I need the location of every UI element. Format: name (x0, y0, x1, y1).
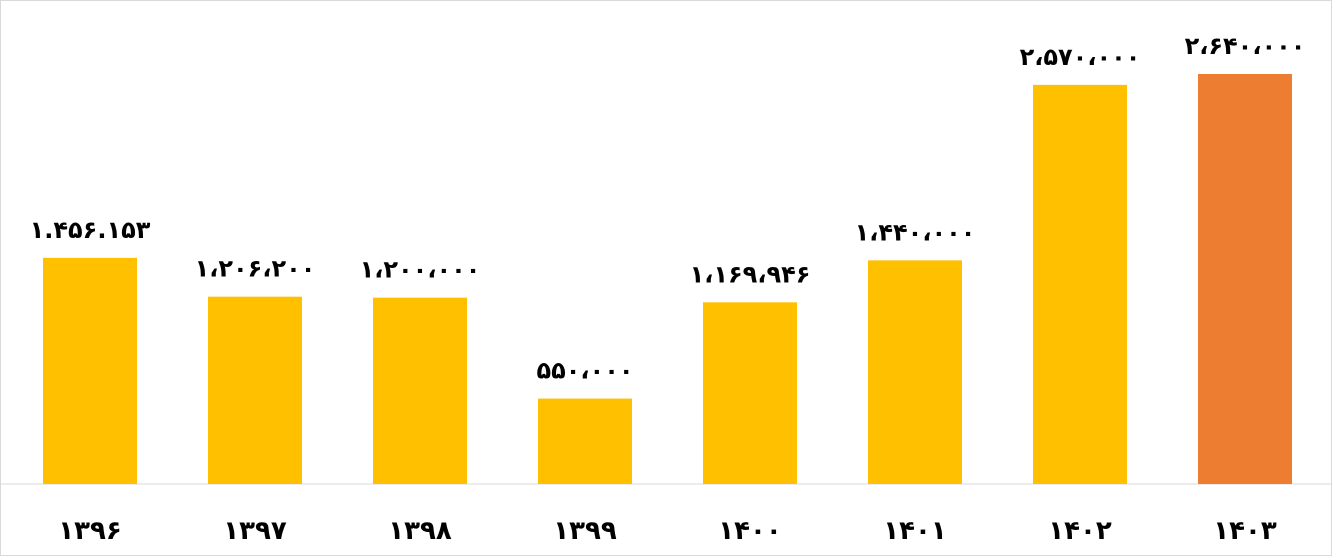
data-label-3: ۵۵۰،۰۰۰ (536, 357, 633, 385)
data-label-4: ۱،۱۶۹،۹۴۶ (690, 260, 811, 288)
category-label-3: ۱۳۹۹ (553, 516, 617, 546)
bar-0 (43, 257, 137, 484)
bar-4 (703, 302, 797, 484)
data-label-6: ۲،۵۷۰،۰۰۰ (1020, 43, 1141, 71)
category-label-2: ۱۳۹۸ (388, 516, 452, 546)
data-label-0: ۱.۴۵۶.۱۵۳ (30, 216, 151, 244)
data-label-7: ۲،۶۴۰،۰۰۰ (1185, 32, 1306, 60)
category-label-7: ۱۴۰۳ (1213, 516, 1277, 546)
data-label-1: ۱،۲۰۶،۲۰۰ (195, 255, 316, 283)
category-label-6: ۱۴۰۲ (1048, 516, 1112, 546)
category-label-5: ۱۴۰۱ (883, 516, 946, 546)
bar-5 (868, 260, 962, 484)
bar-6 (1033, 84, 1127, 484)
bar-1 (208, 296, 302, 484)
data-label-5: ۱،۴۴۰،۰۰۰ (855, 218, 976, 246)
category-label-4: ۱۴۰۰ (718, 516, 781, 546)
bar-3 (538, 398, 632, 484)
bar-7 (1198, 74, 1292, 484)
data-label-2: ۱،۲۰۰،۰۰۰ (360, 256, 481, 284)
category-label-1: ۱۳۹۷ (223, 516, 287, 546)
bar-2 (373, 297, 467, 484)
category-label-0: ۱۳۹۶ (58, 516, 121, 546)
